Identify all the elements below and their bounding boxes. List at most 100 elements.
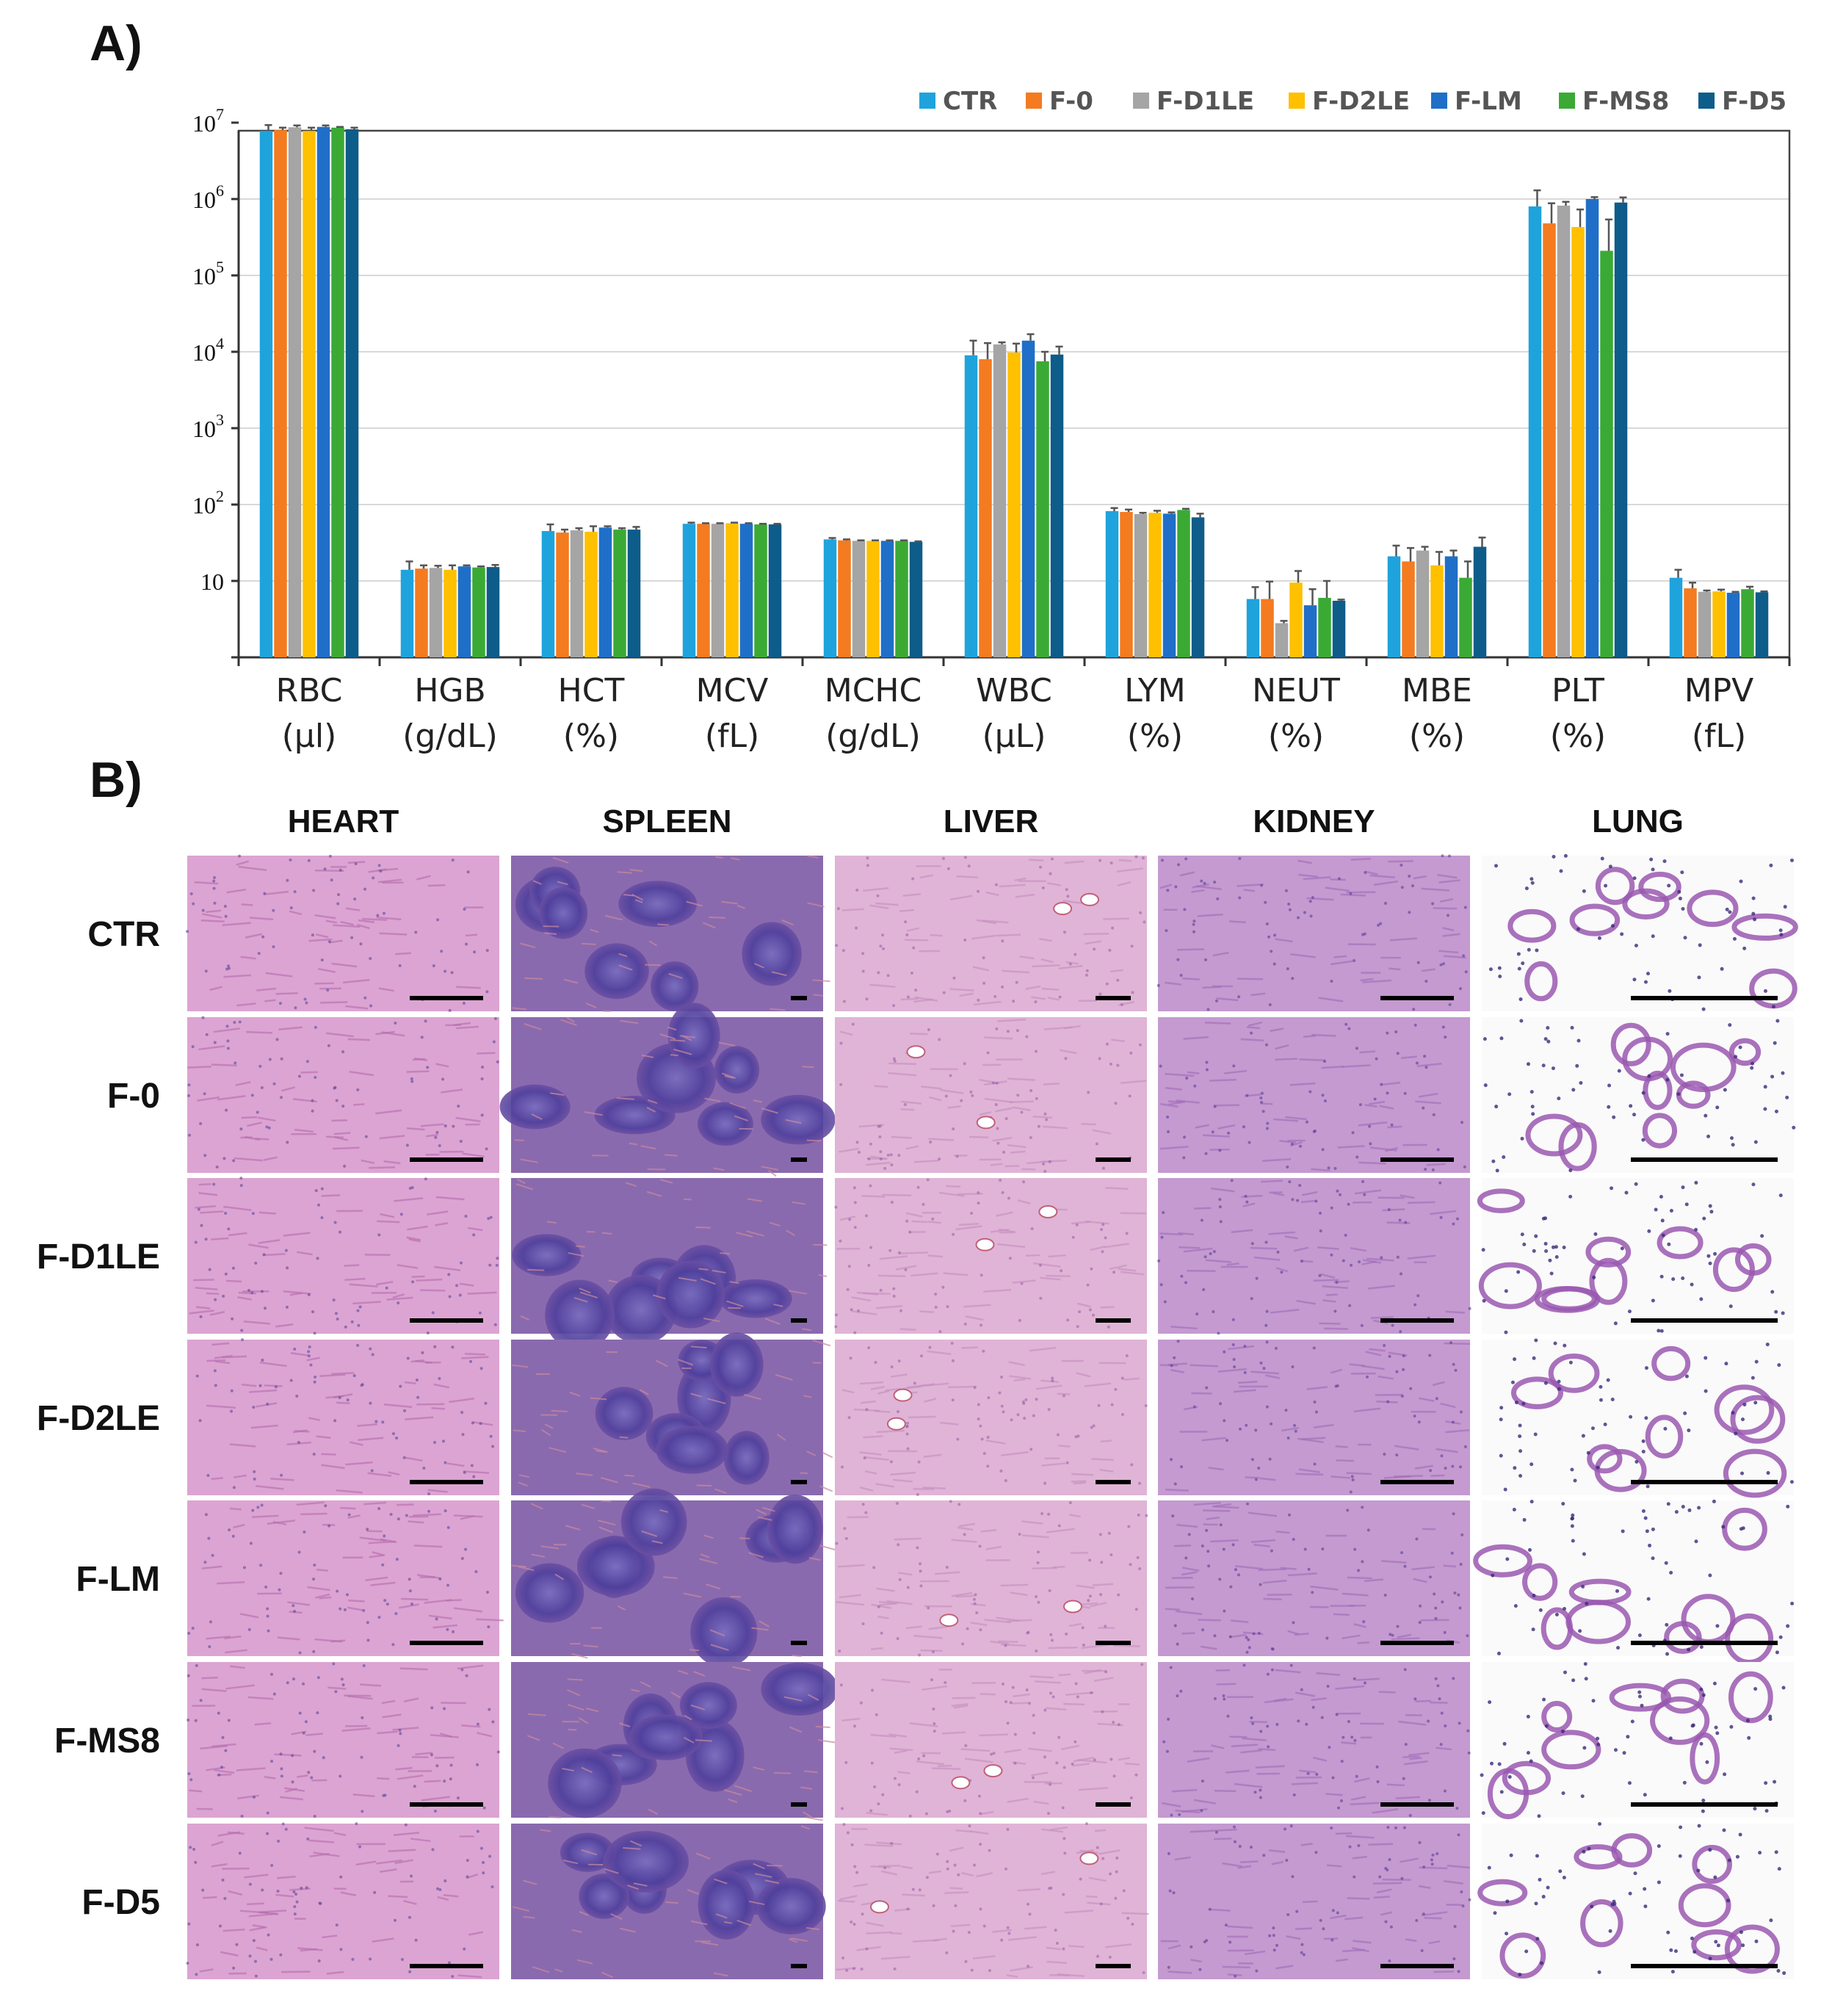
micrograph-heart-f-lm	[187, 1500, 504, 1656]
nucleus	[485, 949, 489, 953]
nucleus	[1018, 1532, 1021, 1536]
nucleus	[1526, 1751, 1530, 1755]
micrograph-liver-f-ms8	[835, 1662, 1147, 1818]
tissue-fiber	[200, 920, 225, 922]
nucleus	[1034, 1000, 1038, 1004]
tissue-fiber	[950, 1923, 971, 1928]
tissue-fiber	[388, 1849, 416, 1852]
bar-CTR-HGB	[400, 569, 414, 657]
tissue-fiber	[1196, 885, 1223, 891]
tissue-fiber	[940, 1088, 964, 1094]
nucleus	[395, 1437, 399, 1440]
tissue-fiber	[876, 1841, 902, 1846]
red-pulp-texture	[695, 1739, 713, 1742]
nucleus	[294, 1893, 298, 1896]
nucleus	[1571, 1516, 1575, 1520]
tissue-fiber	[249, 1926, 266, 1932]
red-pulp-texture	[595, 1450, 607, 1453]
tissue-fiber	[1268, 1231, 1295, 1235]
nucleus	[1593, 1232, 1598, 1236]
tissue-fiber	[1369, 1100, 1386, 1105]
nucleus	[1180, 1465, 1184, 1469]
nucleus	[1522, 1242, 1527, 1246]
nucleus	[1200, 1809, 1203, 1813]
nucleus	[1211, 1130, 1214, 1134]
micrograph-heart-f-d2le	[187, 1338, 499, 1496]
nucleus	[1160, 1235, 1164, 1239]
alveolus	[1728, 1038, 1762, 1066]
tissue-fiber	[394, 1197, 424, 1202]
nucleus	[1347, 1202, 1350, 1206]
nucleus	[1600, 856, 1604, 861]
nucleus	[905, 1421, 909, 1425]
nucleus	[875, 1713, 878, 1716]
red-pulp-texture	[520, 1315, 529, 1320]
nucleus	[1646, 1597, 1651, 1601]
nucleus	[1524, 1949, 1529, 1954]
tissue-fiber	[447, 1462, 465, 1467]
bar-F-D5-MCHC	[909, 541, 923, 657]
red-pulp-texture	[641, 1530, 658, 1537]
nucleus	[1218, 1149, 1222, 1152]
nucleus	[260, 1290, 264, 1293]
legend-swatch-F-LM	[1431, 93, 1447, 109]
tissue-fiber	[955, 1829, 972, 1833]
nucleus	[1384, 1866, 1388, 1870]
tissue-fiber	[1231, 1744, 1259, 1747]
nucleus	[1101, 1166, 1105, 1170]
nucleus	[1321, 1547, 1325, 1551]
nucleus	[1403, 1564, 1407, 1568]
nucleus	[1308, 1090, 1312, 1094]
nucleus	[1607, 1083, 1612, 1088]
nucleus	[443, 1707, 446, 1710]
nucleus	[890, 1842, 894, 1846]
tissue-fiber	[955, 1225, 982, 1231]
alveolus	[1568, 1578, 1632, 1605]
nucleus	[1413, 1697, 1417, 1701]
nucleus	[332, 1662, 336, 1666]
nucleus	[861, 969, 865, 973]
nucleus	[377, 1616, 381, 1619]
nucleus	[1266, 1672, 1270, 1676]
nucleus	[855, 926, 858, 930]
nucleus	[361, 1716, 364, 1719]
nucleus	[877, 971, 880, 975]
nucleus	[1400, 864, 1403, 867]
red-pulp-texture	[646, 1107, 656, 1113]
tissue-fiber	[1397, 1633, 1412, 1639]
tissue-fiber	[1428, 1940, 1441, 1945]
tissue-fiber	[1118, 1268, 1137, 1272]
nucleus	[268, 1058, 272, 1061]
tissue-fiber	[1208, 1467, 1224, 1471]
nucleus	[458, 1293, 462, 1297]
nucleus	[1336, 1911, 1339, 1915]
bar-F-0-WBC	[979, 359, 992, 657]
nucleus	[213, 875, 217, 879]
nucleus	[1612, 1899, 1616, 1904]
tissue-fiber	[1299, 1058, 1326, 1062]
tissue-fiber	[420, 1123, 444, 1127]
nucleus	[227, 1227, 231, 1231]
nucleus	[309, 1363, 313, 1367]
nucleus	[893, 1967, 897, 1970]
nucleus	[345, 1593, 349, 1597]
tissue-fiber	[1250, 992, 1266, 997]
nucleus	[876, 894, 880, 897]
tissue-fiber	[321, 1194, 341, 1197]
nucleus	[291, 1754, 294, 1757]
row-label-f-lm: F-LM	[76, 1560, 160, 1599]
tissue-fiber	[863, 886, 889, 892]
nucleus	[1683, 936, 1687, 940]
red-pulp-texture	[748, 1900, 765, 1906]
bar-F-MS8-HGB	[472, 567, 485, 657]
red-pulp-texture	[648, 940, 658, 947]
tissue-fiber	[1401, 1055, 1417, 1060]
nucleus	[424, 1019, 427, 1023]
nucleus	[1004, 1867, 1008, 1871]
nucleus	[496, 1257, 499, 1260]
nucleus	[1000, 1404, 1004, 1408]
nucleus	[1439, 963, 1443, 967]
nucleus	[1004, 1700, 1007, 1704]
tissue-fiber	[969, 1135, 989, 1139]
nucleus	[1622, 1751, 1626, 1755]
